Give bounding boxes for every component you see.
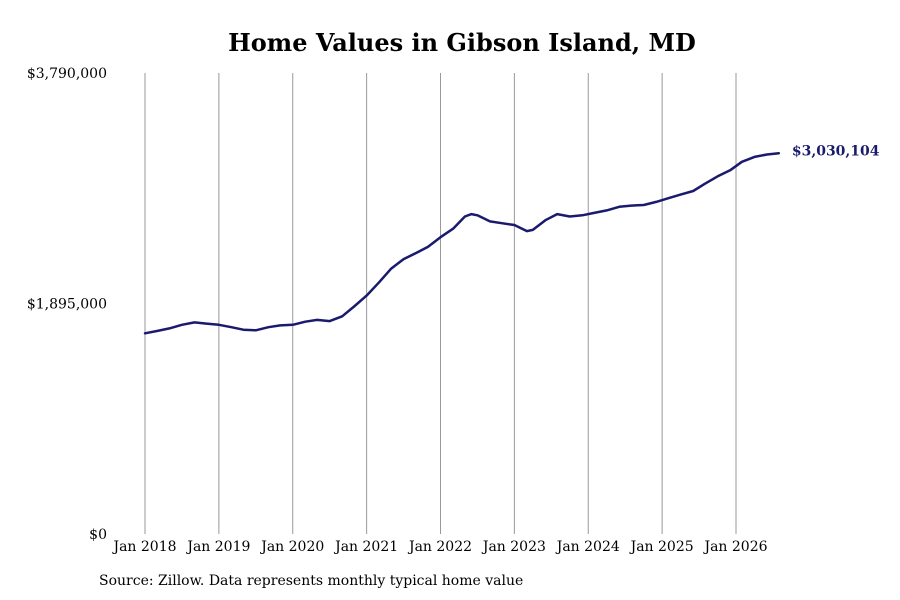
x-tick-label: Jan 2022 xyxy=(407,539,472,555)
y-tick-label: $3,790,000 xyxy=(27,66,107,82)
source-note: Source: Zillow. Data represents monthly … xyxy=(99,573,524,589)
y-tick-label: $1,895,000 xyxy=(27,297,107,313)
x-tick-label: Jan 2021 xyxy=(333,539,398,555)
x-tick-label: Jan 2024 xyxy=(555,539,620,555)
y-tick-label: $0 xyxy=(89,527,107,543)
x-tick-label: Jan 2020 xyxy=(259,539,324,555)
series-line xyxy=(143,152,781,335)
grid-lines xyxy=(144,73,737,534)
x-tick-label: Jan 2025 xyxy=(629,539,694,555)
x-tick-label: Jan 2023 xyxy=(481,539,546,555)
x-tick-labels: Jan 2018 Jan 2019 Jan 2020 Jan 2021 Jan 2022… xyxy=(111,539,767,555)
chart-title: Home Values in Gibson Island, MD xyxy=(228,28,696,57)
end-value-label: $3,030,104 xyxy=(792,143,880,159)
x-tick-label: Jan 2018 xyxy=(111,539,176,555)
y-tick-labels: $0 $1,895,000 $3,790,000 xyxy=(27,66,107,543)
end-labels: $3,030,104 xyxy=(792,143,880,159)
x-tick-label: Jan 2019 xyxy=(185,539,250,555)
x-tick-label: Jan 2026 xyxy=(702,539,767,555)
series-lines xyxy=(143,152,781,335)
